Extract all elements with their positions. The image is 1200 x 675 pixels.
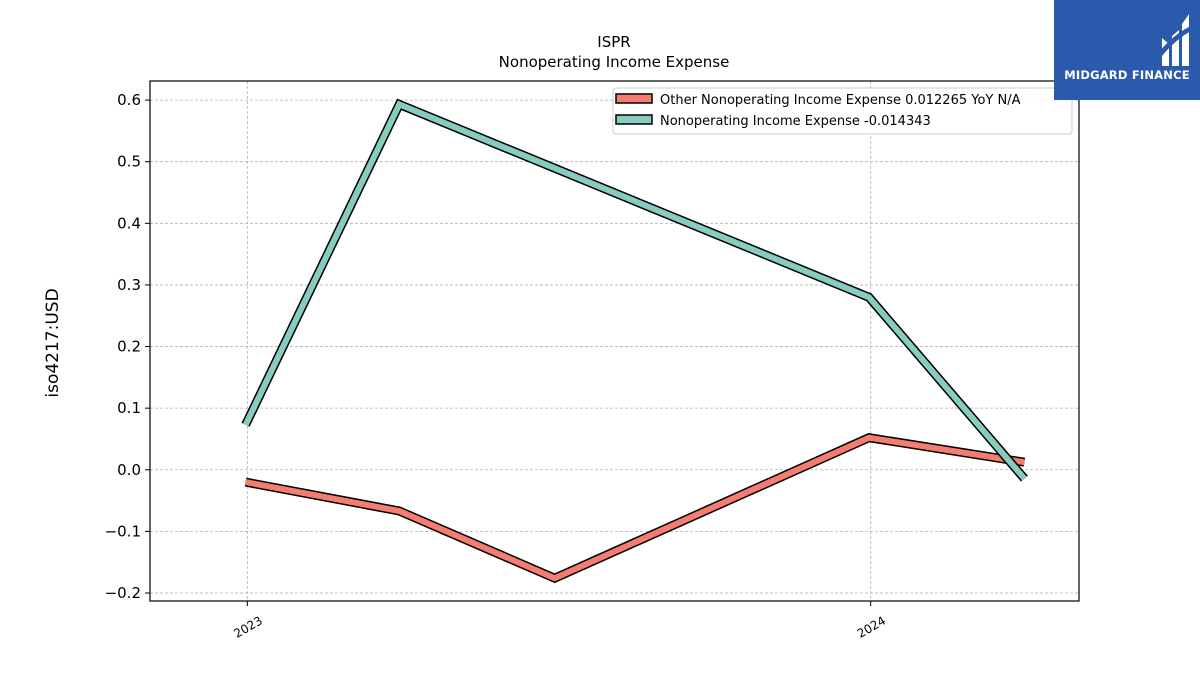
chart-subtitle: Nonoperating Income Expense <box>499 53 730 71</box>
legend-label: Nonoperating Income Expense -0.014343 <box>660 114 931 129</box>
midgard-logo-icon <box>1159 14 1200 66</box>
legend-label: Other Nonoperating Income Expense 0.0122… <box>660 93 1021 108</box>
grid <box>150 81 1079 601</box>
brand-name: MIDGARD FINANCE <box>1064 68 1190 82</box>
plot-area-frame <box>149 80 1080 602</box>
brand-logo: MIDGARD FINANCE <box>1054 0 1200 100</box>
y-tick-label: −0.2 <box>105 584 141 602</box>
legend-frame <box>612 87 1073 135</box>
y-axis-label: iso4217:USD <box>43 288 63 397</box>
axis-ticks: −0.2 −0.1 0.0 0.1 0.2 0.3 0.4 0.5 0.6 2023 2024 <box>105 91 889 641</box>
y-tick-label: 0.3 <box>117 276 141 294</box>
y-tick-label: 0.5 <box>117 153 141 171</box>
x-tick-label: 2023 <box>231 613 264 640</box>
legend-swatch <box>615 93 653 104</box>
y-tick-label: 0.1 <box>117 399 141 417</box>
series-1-line <box>242 100 1027 481</box>
legend-swatch <box>615 114 653 125</box>
y-tick-label: 0.6 <box>117 91 141 109</box>
x-tick-label: 2024 <box>855 613 888 640</box>
legend: Other Nonoperating Income Expense 0.0122… <box>612 87 1073 135</box>
chart-title: ISPR <box>597 33 630 51</box>
y-tick-label: 0.0 <box>117 461 141 479</box>
series-lines <box>241 98 1028 584</box>
y-tick-label: −0.1 <box>105 522 141 540</box>
y-tick-label: 0.4 <box>117 214 141 232</box>
series-0-outline <box>244 433 1026 584</box>
y-tick-label: 0.2 <box>117 338 141 356</box>
series-0-line <box>245 434 1025 582</box>
series-1-outline <box>241 98 1028 482</box>
